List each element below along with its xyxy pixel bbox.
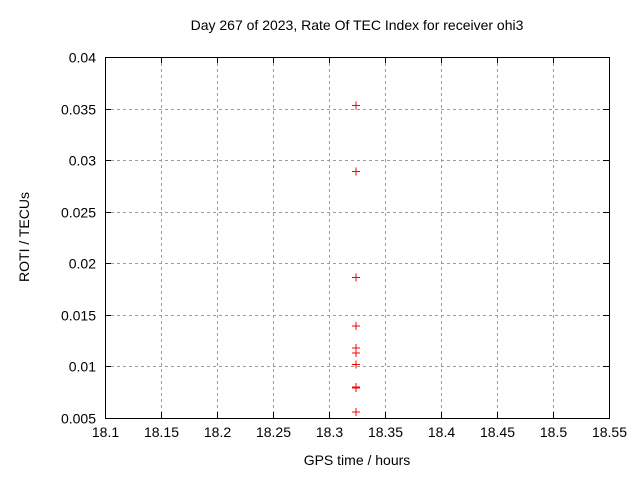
x-tick-label: 18.2 bbox=[204, 424, 231, 440]
x-tick-label: 18.3 bbox=[316, 424, 343, 440]
y-tick-label: 0.04 bbox=[69, 50, 96, 66]
y-tick-label: 0.02 bbox=[69, 256, 96, 272]
x-tick-label: 18.35 bbox=[368, 424, 403, 440]
y-tick-label: 0.035 bbox=[61, 102, 96, 118]
chart-title: Day 267 of 2023, Rate Of TEC Index for r… bbox=[190, 17, 524, 33]
x-axis-label: GPS time / hours bbox=[303, 452, 411, 468]
y-tick-label: 0.005 bbox=[61, 411, 96, 427]
y-tick-label: 0.025 bbox=[61, 205, 96, 221]
plot-frame bbox=[105, 57, 610, 419]
x-tick-label: 18.55 bbox=[592, 424, 627, 440]
x-tick-label: 18.1 bbox=[92, 424, 119, 440]
x-tick-label: 18.15 bbox=[144, 424, 179, 440]
x-tick-label: 18.5 bbox=[540, 424, 567, 440]
x-tick-label: 18.4 bbox=[428, 424, 455, 440]
y-tick-label: 0.01 bbox=[69, 359, 96, 375]
x-tick-label: 18.25 bbox=[256, 424, 291, 440]
y-tick-label: 0.015 bbox=[61, 308, 96, 324]
x-tick-label: 18.45 bbox=[480, 424, 515, 440]
y-tick-label: 0.03 bbox=[69, 153, 96, 169]
